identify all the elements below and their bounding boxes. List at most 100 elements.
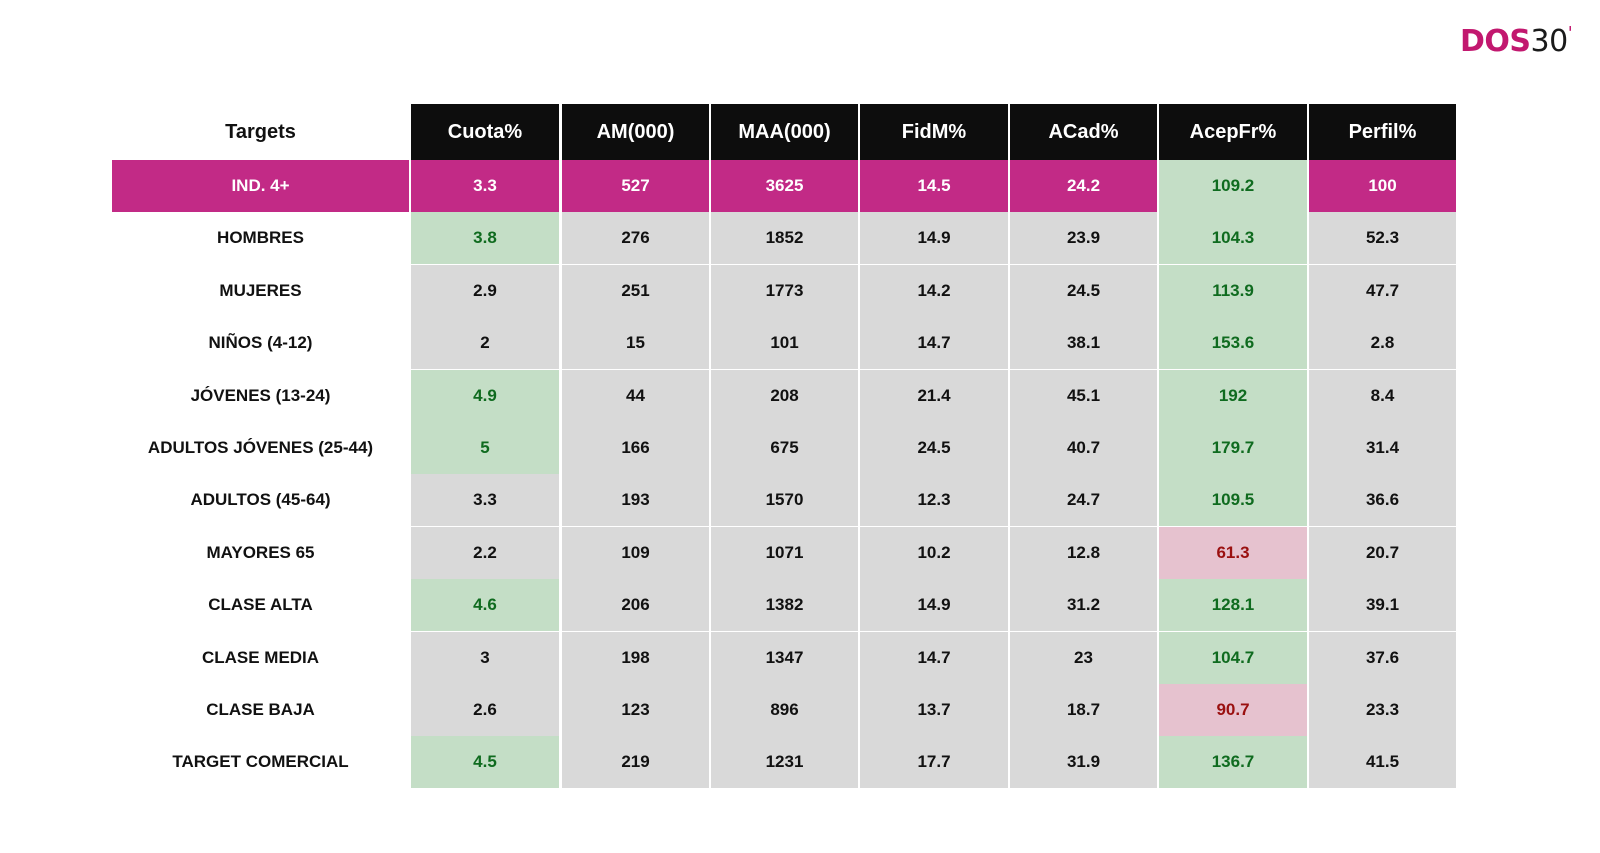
cell-am: 15 xyxy=(562,317,709,369)
cell-cuota: 2.2 xyxy=(411,527,559,579)
cell-acepfr: 90.7 xyxy=(1159,684,1307,736)
cell-acad: 24.2 xyxy=(1010,160,1157,212)
cell-perfil: 2.8 xyxy=(1309,317,1456,369)
cell-am: 44 xyxy=(562,370,709,422)
cell-acepfr: 104.3 xyxy=(1159,212,1307,264)
cell-acepfr: 104.7 xyxy=(1159,632,1307,684)
cell-maa: 1852 xyxy=(711,212,858,264)
cell-perfil: 39.1 xyxy=(1309,579,1456,631)
cell-maa: 1071 xyxy=(711,527,858,579)
cell-acepfr: 128.1 xyxy=(1159,579,1307,631)
cell-acepfr: 113.9 xyxy=(1159,265,1307,317)
cell-acad: 24.7 xyxy=(1010,474,1157,526)
cell-am: 527 xyxy=(562,160,709,212)
cell-maa: 1231 xyxy=(711,736,858,788)
cell-acepfr: 109.5 xyxy=(1159,474,1307,526)
cell-acad: 40.7 xyxy=(1010,422,1157,474)
cell-am: 251 xyxy=(562,265,709,317)
cell-perfil: 100 xyxy=(1309,160,1456,212)
cell-acepfr: 192 xyxy=(1159,370,1307,422)
cell-acepfr: 61.3 xyxy=(1159,527,1307,579)
row-label: NIÑOS (4-12) xyxy=(112,317,409,369)
cell-cuota: 3.3 xyxy=(411,474,559,526)
cell-acepfr: 153.6 xyxy=(1159,317,1307,369)
row-label: HOMBRES xyxy=(112,212,409,264)
cell-am: 123 xyxy=(562,684,709,736)
cell-perfil: 41.5 xyxy=(1309,736,1456,788)
row-label: ADULTOS (45-64) xyxy=(112,474,409,526)
column-header-acad: ACad% xyxy=(1010,104,1157,160)
cell-acepfr: 136.7 xyxy=(1159,736,1307,788)
cell-perfil: 20.7 xyxy=(1309,527,1456,579)
cell-acad: 12.8 xyxy=(1010,527,1157,579)
cell-perfil: 52.3 xyxy=(1309,212,1456,264)
cell-maa: 1382 xyxy=(711,579,858,631)
cell-maa: 1570 xyxy=(711,474,858,526)
cell-perfil: 47.7 xyxy=(1309,265,1456,317)
cell-cuota: 3.3 xyxy=(411,160,559,212)
cell-acepfr: 179.7 xyxy=(1159,422,1307,474)
cell-cuota: 4.9 xyxy=(411,370,559,422)
row-label: JÓVENES (13-24) xyxy=(112,370,409,422)
logo-number: 30 xyxy=(1530,24,1569,59)
cell-perfil: 36.6 xyxy=(1309,474,1456,526)
row-label: CLASE BAJA xyxy=(112,684,409,736)
cell-cuota: 4.6 xyxy=(411,579,559,631)
row-label: CLASE ALTA xyxy=(112,579,409,631)
cell-acad: 23.9 xyxy=(1010,212,1157,264)
cell-acad: 45.1 xyxy=(1010,370,1157,422)
column-header-am: AM(000) xyxy=(562,104,709,160)
cell-perfil: 31.4 xyxy=(1309,422,1456,474)
logo-dos: DOS xyxy=(1460,24,1531,59)
cell-acad: 31.2 xyxy=(1010,579,1157,631)
cell-maa: 3625 xyxy=(711,160,858,212)
cell-am: 206 xyxy=(562,579,709,631)
cell-acad: 24.5 xyxy=(1010,265,1157,317)
cell-fidm: 14.5 xyxy=(860,160,1008,212)
cell-fidm: 24.5 xyxy=(860,422,1008,474)
column-header-targets: Targets xyxy=(112,104,409,160)
column-header-perfil: Perfil% xyxy=(1309,104,1456,160)
row-label: MAYORES 65 xyxy=(112,527,409,579)
cell-perfil: 23.3 xyxy=(1309,684,1456,736)
cell-perfil: 8.4 xyxy=(1309,370,1456,422)
column-header-cuota: Cuota% xyxy=(411,104,559,160)
column-header-acepfr: AcepFr% xyxy=(1159,104,1307,160)
logo-tick: ' xyxy=(1567,23,1573,44)
cell-am: 198 xyxy=(562,632,709,684)
row-label: CLASE MEDIA xyxy=(112,632,409,684)
cell-am: 193 xyxy=(562,474,709,526)
row-label: IND. 4+ xyxy=(112,160,409,212)
cell-am: 166 xyxy=(562,422,709,474)
row-label: ADULTOS JÓVENES (25-44) xyxy=(112,422,409,474)
cell-cuota: 2.9 xyxy=(411,265,559,317)
cell-maa: 675 xyxy=(711,422,858,474)
cell-acad: 23 xyxy=(1010,632,1157,684)
cell-cuota: 2.6 xyxy=(411,684,559,736)
cell-fidm: 14.7 xyxy=(860,632,1008,684)
cell-acad: 31.9 xyxy=(1010,736,1157,788)
cell-perfil: 37.6 xyxy=(1309,632,1456,684)
column-header-maa: MAA(000) xyxy=(711,104,858,160)
cell-fidm: 13.7 xyxy=(860,684,1008,736)
cell-acad: 18.7 xyxy=(1010,684,1157,736)
cell-fidm: 14.2 xyxy=(860,265,1008,317)
cell-cuota: 4.5 xyxy=(411,736,559,788)
row-label: MUJERES xyxy=(112,265,409,317)
cell-fidm: 10.2 xyxy=(860,527,1008,579)
cell-fidm: 14.9 xyxy=(860,579,1008,631)
cell-am: 219 xyxy=(562,736,709,788)
cell-maa: 1773 xyxy=(711,265,858,317)
cell-fidm: 12.3 xyxy=(860,474,1008,526)
dos30-logo: DOS30' xyxy=(1460,22,1580,62)
cell-cuota: 5 xyxy=(411,422,559,474)
cell-am: 109 xyxy=(562,527,709,579)
cell-cuota: 2 xyxy=(411,317,559,369)
cell-cuota: 3 xyxy=(411,632,559,684)
row-label: TARGET COMERCIAL xyxy=(112,736,409,788)
column-header-fidm: FidM% xyxy=(860,104,1008,160)
cell-maa: 208 xyxy=(711,370,858,422)
cell-acepfr: 109.2 xyxy=(1159,160,1307,212)
cell-acad: 38.1 xyxy=(1010,317,1157,369)
cell-fidm: 14.9 xyxy=(860,212,1008,264)
